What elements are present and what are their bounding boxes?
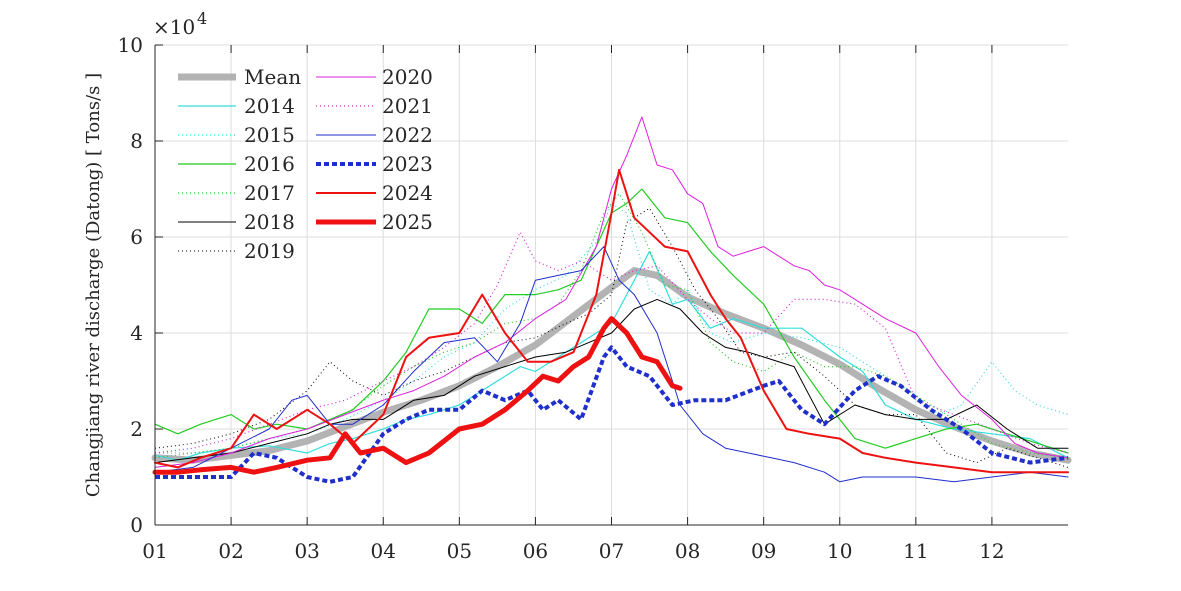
legend-label-2021: 2021 bbox=[382, 94, 433, 118]
x-tick-label: 01 bbox=[142, 539, 167, 563]
x-tick-label: 07 bbox=[599, 539, 624, 563]
legend-label-2015: 2015 bbox=[244, 123, 295, 147]
x-tick-label: 12 bbox=[979, 539, 1004, 563]
x-tick-label: 03 bbox=[294, 539, 319, 563]
y-tick-label: 6 bbox=[130, 225, 143, 249]
y-tick-label: 2 bbox=[130, 417, 143, 441]
series-line-2024 bbox=[154, 168, 1069, 474]
y-tick-label: 8 bbox=[130, 129, 143, 153]
series-line-2025 bbox=[152, 316, 683, 475]
x-tick-label: 10 bbox=[827, 539, 852, 563]
x-tick-label: 04 bbox=[371, 539, 396, 563]
legend-label-2022: 2022 bbox=[382, 123, 433, 147]
legend-label-2018: 2018 bbox=[244, 210, 295, 234]
legend-label-2019: 2019 bbox=[244, 239, 295, 263]
x-tick-label: 05 bbox=[447, 539, 472, 563]
x-tick-label: 11 bbox=[903, 539, 928, 563]
x-tick-label: 09 bbox=[751, 539, 776, 563]
y-exponent-label: ×10 bbox=[153, 15, 195, 39]
series-lines bbox=[151, 116, 1072, 484]
legend-label-2025: 2025 bbox=[382, 210, 433, 234]
legend-label-2017: 2017 bbox=[244, 181, 295, 205]
legend-label-2016: 2016 bbox=[244, 152, 295, 176]
legend-label-2014: 2014 bbox=[244, 94, 295, 118]
legend-label-2020: 2020 bbox=[382, 65, 433, 89]
series-line-2019 bbox=[154, 207, 1069, 468]
series-line-2020 bbox=[154, 116, 1069, 468]
series-line-2023 bbox=[155, 345, 1069, 484]
x-tick-label: 06 bbox=[523, 539, 548, 563]
legend-label-Mean: Mean bbox=[244, 65, 301, 89]
series-line-Mean bbox=[151, 267, 1072, 464]
legend-label-2024: 2024 bbox=[382, 181, 433, 205]
y-axis-title: Changjiang river discharge (Datong) [ To… bbox=[83, 73, 104, 497]
series-line-2018 bbox=[154, 298, 1069, 464]
legend: Mean 2014 2015 2016 2017 2018 2019 2020 2021 2022… bbox=[178, 65, 433, 263]
legend-label-2023: 2023 bbox=[382, 152, 433, 176]
y-tick-label: 0 bbox=[130, 513, 143, 537]
y-exponent-power: 4 bbox=[197, 9, 207, 28]
series-line-2014 bbox=[154, 250, 1069, 461]
y-tick-label: 10 bbox=[118, 33, 143, 57]
x-tick-label: 08 bbox=[675, 539, 700, 563]
y-tick-label: 4 bbox=[130, 321, 143, 345]
x-tick-label: 02 bbox=[218, 539, 243, 563]
series-line-2022 bbox=[154, 246, 1069, 483]
